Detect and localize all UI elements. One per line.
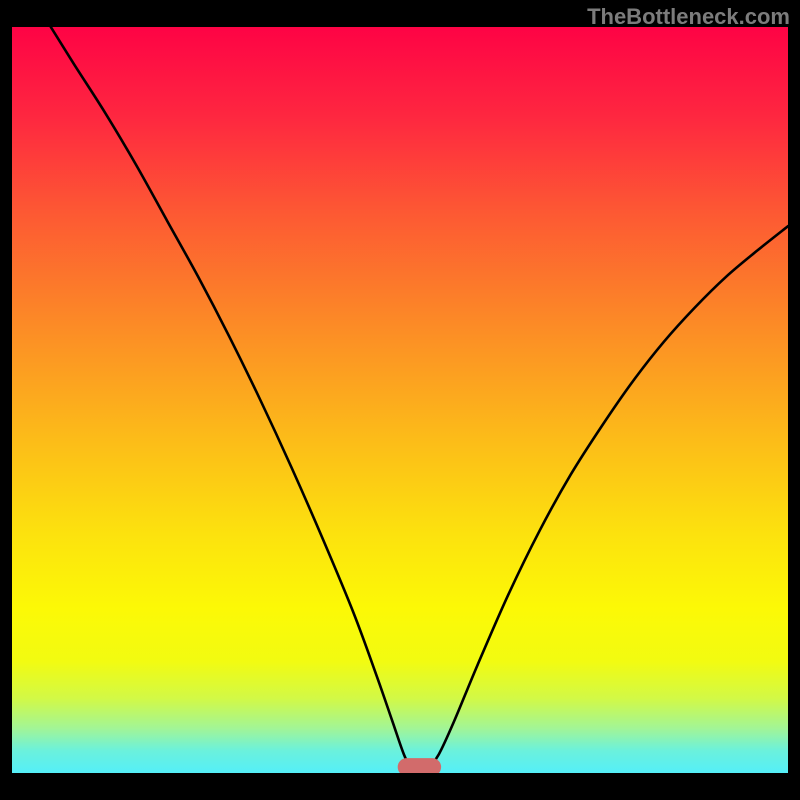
attribution-text: TheBottleneck.com xyxy=(587,4,790,30)
chart-svg xyxy=(12,27,788,773)
chart-frame: TheBottleneck.com xyxy=(0,0,800,800)
gradient-background xyxy=(12,27,788,773)
minimum-marker xyxy=(398,758,441,773)
